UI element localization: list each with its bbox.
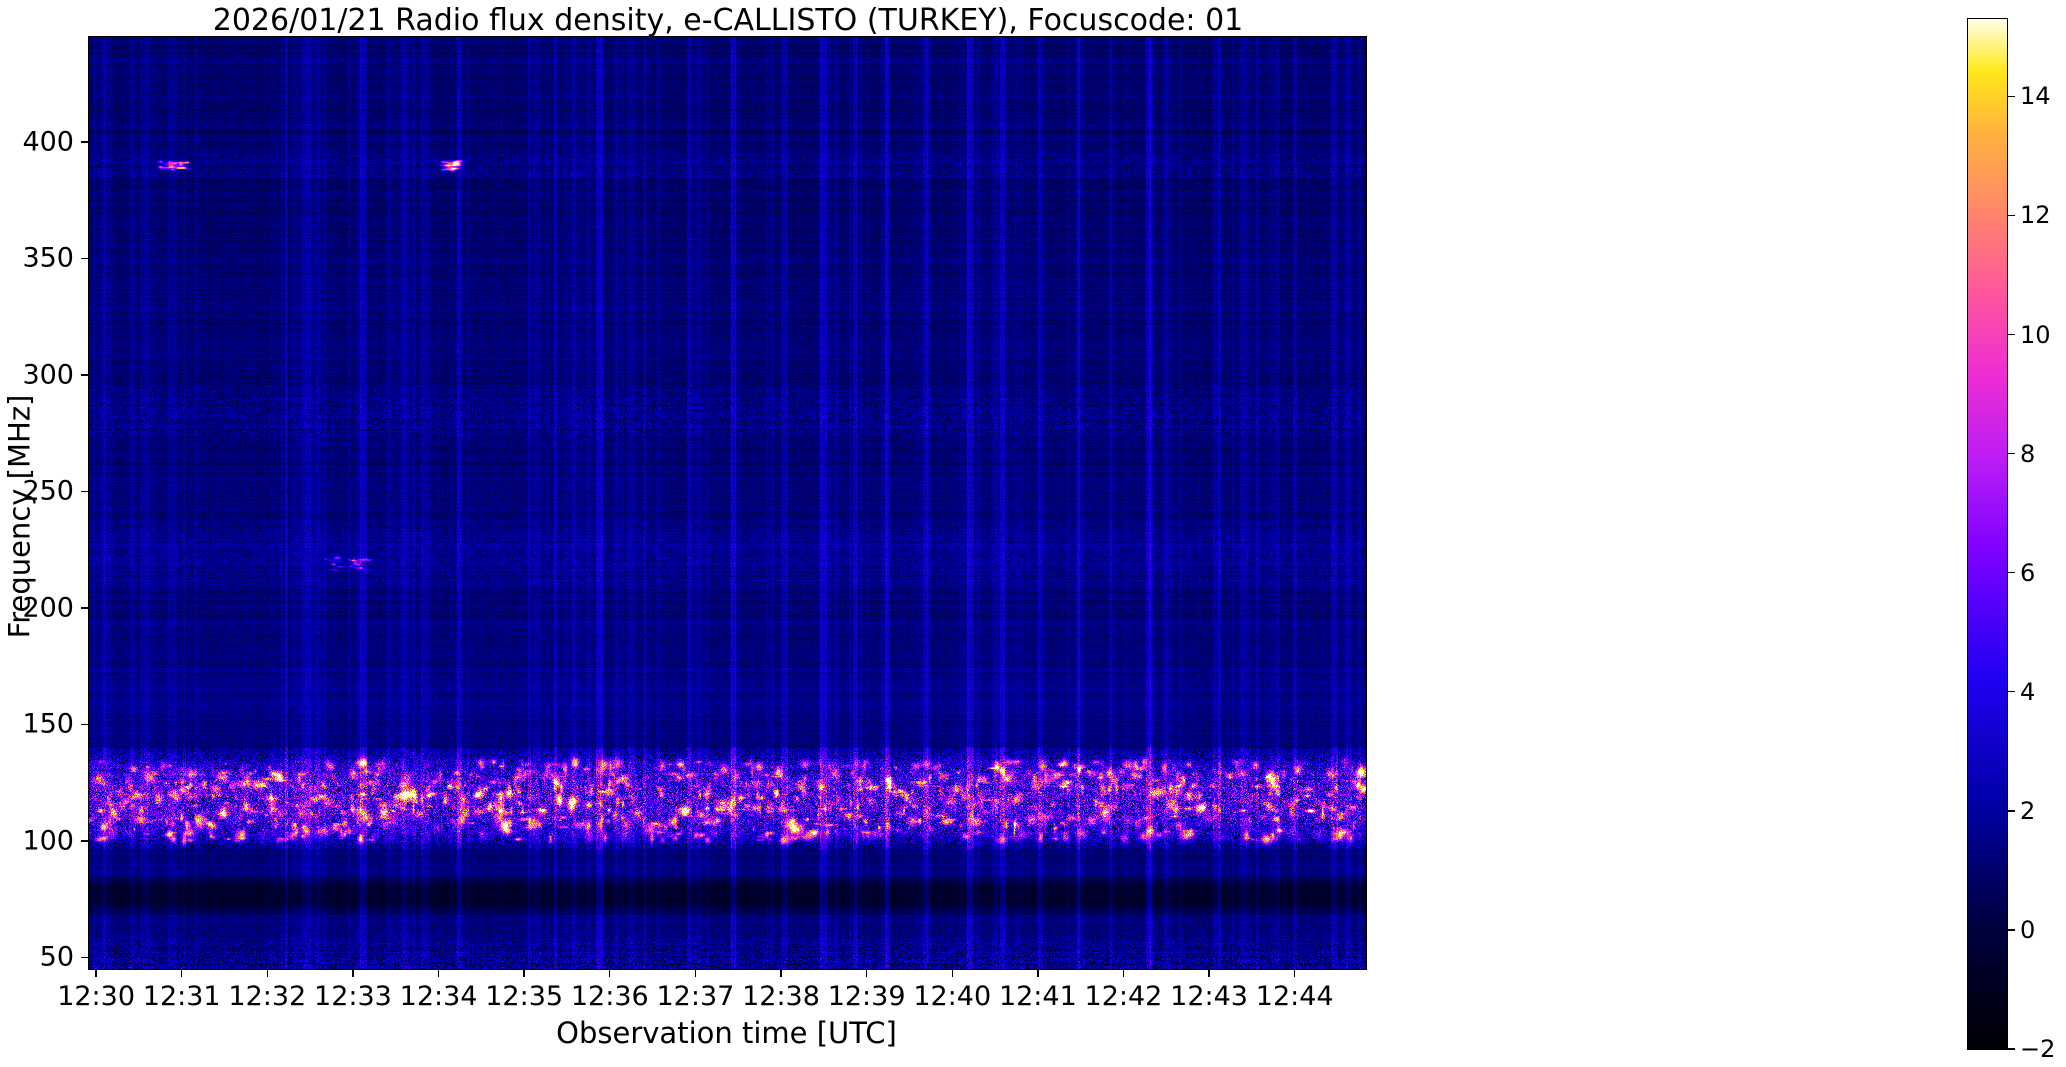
y-tick-mark [81, 840, 88, 842]
colorbar-tick-label: 6 [2020, 558, 2036, 587]
colorbar-tick-label: 4 [2020, 677, 2036, 706]
x-tick-mark [1208, 970, 1210, 977]
colorbar-gradient [1968, 19, 2007, 1049]
x-tick-mark [1122, 970, 1125, 977]
colorbar-tick-mark [2008, 333, 2015, 336]
y-tick-mark [81, 374, 88, 376]
colorbar[interactable] [1967, 18, 2008, 1050]
y-tick-mark [81, 956, 88, 959]
colorbar-tick-mark [2008, 95, 2015, 98]
colorbar-tick-label: 8 [2020, 439, 2036, 468]
colorbar-tick-label: 14 [2020, 82, 2051, 111]
colorbar-tick-mark [2008, 810, 2015, 812]
x-tick-mark [1037, 970, 1039, 977]
y-tick-label: 200 [22, 592, 74, 624]
y-tick-label: 350 [22, 242, 74, 274]
x-tick-mark [694, 970, 697, 977]
x-tick-label: 12:36 [570, 981, 649, 1012]
x-tick-label: 12:38 [742, 981, 820, 1012]
spectrogram-axes[interactable] [88, 36, 1367, 970]
x-tick-label: 12:41 [998, 981, 1077, 1012]
x-tick-mark [780, 970, 782, 977]
y-tick-label: 250 [22, 475, 74, 507]
x-tick-mark [609, 970, 611, 977]
colorbar-tick-label: 2 [2020, 796, 2036, 825]
y-tick-label: 150 [22, 708, 74, 740]
x-tick-label: 12:34 [399, 981, 478, 1012]
y-tick-label: 300 [22, 359, 74, 391]
colorbar-tick-mark [2008, 452, 2015, 455]
colorbar-tick-label: 10 [2020, 320, 2051, 349]
y-tick-mark [81, 141, 88, 143]
x-tick-label: 12:40 [913, 981, 992, 1012]
y-tick-mark [81, 723, 88, 726]
x-tick-label: 12:33 [314, 981, 392, 1012]
x-tick-label: 12:35 [485, 981, 564, 1012]
y-tick-label: 100 [22, 825, 74, 857]
y-tick-mark [81, 257, 88, 260]
colorbar-tick-mark [2008, 571, 2015, 574]
colorbar-tick-label: −2 [2020, 1035, 2056, 1063]
x-tick-mark [352, 970, 354, 977]
x-tick-mark [181, 970, 183, 977]
y-tick-label: 400 [22, 126, 74, 158]
colorbar-tick-label: 0 [2020, 915, 2036, 944]
x-tick-label: 12:31 [142, 981, 221, 1012]
x-tick-mark [865, 970, 868, 977]
x-tick-mark [951, 970, 953, 977]
x-tick-mark [523, 970, 525, 977]
x-tick-mark [1293, 970, 1296, 977]
x-tick-mark [266, 970, 269, 977]
x-tick-label: 12:42 [1084, 981, 1163, 1012]
colorbar-tick-mark [2008, 1048, 2015, 1050]
x-tick-mark [437, 970, 440, 977]
spectrogram-image [89, 37, 1366, 969]
x-tick-label: 12:39 [827, 981, 906, 1012]
colorbar-tick-mark [2008, 929, 2015, 931]
x-tick-label: 12:37 [656, 981, 735, 1012]
x-axis-label: Observation time [UTC] [556, 1016, 897, 1050]
x-tick-mark [95, 970, 97, 977]
y-tick-mark [81, 607, 88, 609]
colorbar-tick-mark [2008, 691, 2015, 693]
x-tick-label: 12:30 [57, 981, 135, 1012]
y-tick-label: 50 [39, 941, 74, 973]
x-tick-label: 12:44 [1255, 981, 1334, 1012]
x-tick-label: 12:43 [1170, 981, 1248, 1012]
x-tick-label: 12:32 [228, 981, 307, 1012]
colorbar-tick-mark [2008, 214, 2015, 217]
y-tick-mark [81, 490, 88, 493]
page-title: 2026/01/21 Radio flux density, e-CALLIST… [212, 3, 1244, 38]
colorbar-tick-label: 12 [2020, 201, 2051, 230]
y-axis-label: Frequency [MHz] [2, 394, 37, 639]
